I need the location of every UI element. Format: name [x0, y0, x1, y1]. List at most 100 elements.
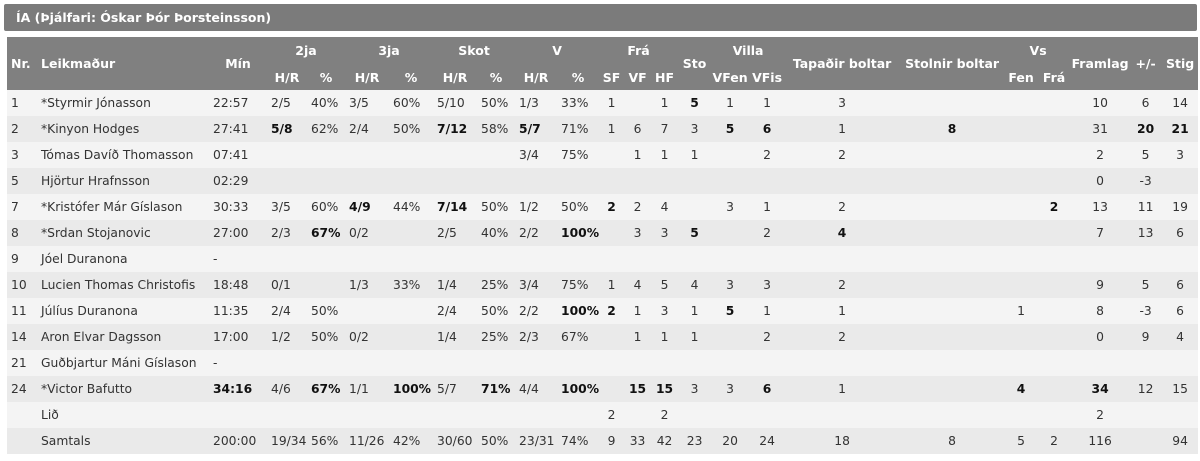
cell-fra: [1037, 90, 1072, 116]
cell-three-hr: 3/5: [345, 90, 390, 116]
cell-three-pct: [389, 246, 434, 272]
team-title: ÍA (Þjálfari: Óskar Þór Þorsteinsson): [4, 4, 1197, 31]
cell-three-pct: [389, 168, 434, 194]
table-row: Lið 2 2 2: [7, 402, 1199, 428]
col-three-hr[interactable]: H/R: [345, 64, 390, 90]
cell-sto: [678, 168, 712, 194]
cell-hf: 7: [651, 116, 679, 142]
col-reb-sf[interactable]: SF: [599, 64, 625, 90]
col-fouls-vfis[interactable]: VFis: [749, 64, 786, 90]
cell-vfis: 1: [749, 298, 786, 324]
cell-player[interactable]: Aron Elvar Dagsson: [37, 324, 209, 350]
cell-min: 27:41: [209, 116, 267, 142]
cell-shots-pct: 50%: [477, 90, 516, 116]
cell-player[interactable]: *Kristófer Már Gíslason: [37, 194, 209, 220]
col-points[interactable]: Stig: [1162, 37, 1199, 90]
cell-fra: [1037, 376, 1072, 402]
cell-points: 6: [1162, 272, 1199, 298]
cell-shots-hr: [433, 402, 478, 428]
table-row: 11 Júlíus Duranona 11:35 2/4 50% 2/4 50% 2/2 100…: [7, 298, 1199, 324]
col-ft-hr[interactable]: H/R: [515, 64, 558, 90]
cell-two-hr: 4/6: [267, 376, 307, 402]
cell-two-pct: 50%: [307, 298, 346, 324]
cell-vfen: 5: [711, 298, 750, 324]
col-shots-hr[interactable]: H/R: [433, 64, 478, 90]
cell-fra: [1037, 246, 1072, 272]
cell-sf: [599, 324, 625, 350]
cell-shots-pct: 50%: [477, 298, 516, 324]
col-ft-pct[interactable]: %: [557, 64, 600, 90]
cell-two-hr: [267, 168, 307, 194]
cell-player[interactable]: Samtals: [37, 428, 209, 454]
cell-points: 19: [1162, 194, 1199, 220]
cell-nr: 2: [7, 116, 37, 142]
cell-three-hr: 11/26: [345, 428, 390, 454]
cell-player[interactable]: Hjörtur Hrafnsson: [37, 168, 209, 194]
cell-points: 3: [1162, 142, 1199, 168]
cell-player[interactable]: Júlíus Duranona: [37, 298, 209, 324]
col-blocks-fen[interactable]: Fen: [1005, 64, 1038, 90]
col-min[interactable]: Mín: [209, 37, 267, 90]
cell-vfen: 3: [711, 376, 750, 402]
cell-player[interactable]: *Kinyon Hodges: [37, 116, 209, 142]
cell-vfis: 2: [749, 220, 786, 246]
cell-vfis: [749, 402, 786, 428]
cell-shots-hr: 2/5: [433, 220, 478, 246]
cell-player[interactable]: *Srdan Stojanovic: [37, 220, 209, 246]
cell-vfis: 1: [749, 90, 786, 116]
col-shots-pct[interactable]: %: [477, 64, 516, 90]
col-two-hr[interactable]: H/R: [267, 64, 307, 90]
col-plus-minus[interactable]: +/-: [1129, 37, 1163, 90]
cell-turnovers: 2: [785, 142, 900, 168]
cell-ft-hr: [515, 350, 558, 376]
cell-two-pct: 62%: [307, 116, 346, 142]
col-reb-vf[interactable]: VF: [624, 64, 652, 90]
group-blocks: Vs: [1005, 37, 1072, 64]
cell-sto: 3: [678, 376, 712, 402]
table-body: 1 *Styrmir Jónasson 22:57 2/5 40% 3/5 60% 5/10 5…: [7, 90, 1199, 454]
col-nr[interactable]: Nr.: [7, 37, 37, 90]
cell-three-hr: 2/4: [345, 116, 390, 142]
cell-vf: 6: [624, 116, 652, 142]
col-fouls-vfen[interactable]: VFen: [711, 64, 750, 90]
cell-steals: [899, 298, 1006, 324]
cell-vfis: 6: [749, 116, 786, 142]
cell-fen: 5: [1005, 428, 1038, 454]
cell-nr: 24: [7, 376, 37, 402]
col-reb-hf[interactable]: HF: [651, 64, 679, 90]
cell-nr: 3: [7, 142, 37, 168]
col-three-pct[interactable]: %: [389, 64, 434, 90]
col-steals[interactable]: Stolnir boltar: [899, 37, 1006, 90]
cell-ft-hr: 2/2: [515, 220, 558, 246]
cell-turnovers: 2: [785, 194, 900, 220]
cell-player[interactable]: *Victor Bafutto: [37, 376, 209, 402]
cell-player[interactable]: Lucien Thomas Christofis: [37, 272, 209, 298]
cell-player[interactable]: Lið: [37, 402, 209, 428]
cell-vf: 4: [624, 272, 652, 298]
cell-two-pct: [307, 168, 346, 194]
col-assists[interactable]: Sto: [678, 37, 712, 90]
col-two-pct[interactable]: %: [307, 64, 346, 90]
cell-hf: 42: [651, 428, 679, 454]
cell-nr: 10: [7, 272, 37, 298]
col-turnovers[interactable]: Tapaðir boltar: [785, 37, 900, 90]
cell-player[interactable]: *Styrmir Jónasson: [37, 90, 209, 116]
cell-plus-minus: 12: [1129, 376, 1163, 402]
col-efficiency[interactable]: Framlag: [1071, 37, 1130, 90]
cell-three-pct: 33%: [389, 272, 434, 298]
col-player[interactable]: Leikmaður: [37, 37, 209, 90]
cell-ft-pct: 100%: [557, 298, 600, 324]
table-row: 8 *Srdan Stojanovic 27:00 2/3 67% 0/2 2/5 40% 2/…: [7, 220, 1199, 246]
cell-fen: [1005, 116, 1038, 142]
cell-plus-minus: -3: [1129, 298, 1163, 324]
cell-player[interactable]: Jóel Duranona: [37, 246, 209, 272]
table-row: 5 Hjörtur Hrafnsson 02:29 0 -3: [7, 168, 1199, 194]
cell-three-hr: 1/3: [345, 272, 390, 298]
col-blocks-fra[interactable]: Frá: [1037, 64, 1072, 90]
cell-player[interactable]: Guðbjartur Máni Gíslason: [37, 350, 209, 376]
cell-player[interactable]: Tómas Davíð Thomasson: [37, 142, 209, 168]
cell-points: 15: [1162, 376, 1199, 402]
cell-vf: 1: [624, 298, 652, 324]
cell-plus-minus: 20: [1129, 116, 1163, 142]
cell-fra: [1037, 142, 1072, 168]
